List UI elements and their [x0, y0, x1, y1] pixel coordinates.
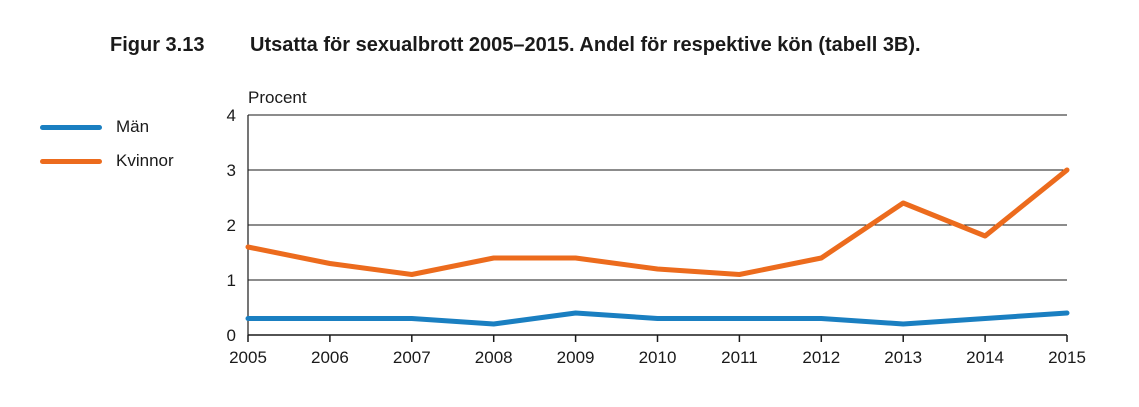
y-tick-label: 3 — [227, 161, 236, 180]
figure-number: Figur 3.13 — [110, 34, 205, 56]
x-tick-label: 2007 — [393, 348, 431, 367]
x-tick-label: 2012 — [802, 348, 840, 367]
x-tick-label: 2009 — [557, 348, 595, 367]
chart-legend: Män Kvinnor — [40, 110, 174, 178]
legend-swatch-kvinnor — [40, 158, 102, 164]
x-tick-label: 2011 — [721, 348, 758, 367]
legend-label-man: Män — [116, 117, 150, 136]
legend-item-man: Män — [40, 110, 174, 144]
figure-title: Utsatta för sexualbrott 2005–2015. Andel… — [250, 34, 921, 56]
x-tick-label: 2006 — [311, 348, 349, 367]
x-tick-label: 2010 — [639, 348, 677, 367]
x-tick-label: 2013 — [884, 348, 922, 367]
series-line-man — [245, 310, 1070, 327]
x-tick-label: 2008 — [475, 348, 513, 367]
series-line-kvinnor — [245, 167, 1070, 277]
legend-label-kvinnor: Kvinnor — [116, 151, 174, 170]
legend-item-kvinnor: Kvinnor — [40, 144, 174, 178]
x-tick-label: 2005 — [229, 348, 267, 367]
y-tick-label: 2 — [227, 216, 236, 235]
y-axis-label: Procent — [248, 88, 307, 107]
x-tick-label: 2015 — [1048, 348, 1086, 367]
y-tick-label: 1 — [227, 271, 236, 290]
y-tick-label: 4 — [227, 106, 236, 125]
y-tick-label: 0 — [227, 326, 236, 345]
x-tick-label: 2014 — [966, 348, 1004, 367]
legend-swatch-man — [40, 124, 102, 130]
